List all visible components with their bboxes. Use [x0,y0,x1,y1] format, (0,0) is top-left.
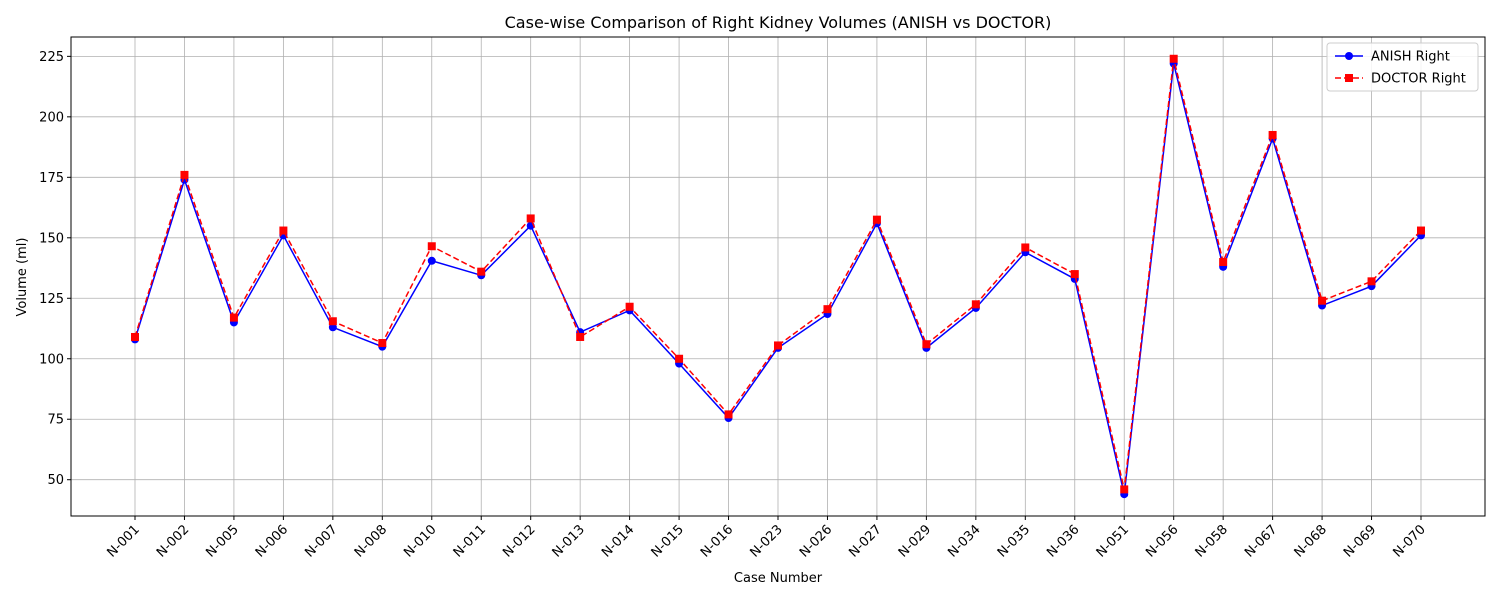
series-line [134,58,1422,490]
data-point [328,317,337,326]
x-tick-label: N-034 [945,522,983,560]
data-point [477,267,486,276]
x-tick-label: N-035 [995,522,1033,560]
x-tick-label: N-006 [253,522,291,560]
x-tick-label: N-056 [1143,522,1181,560]
x-tick-label: N-001 [104,522,142,560]
legend-marker [1345,52,1353,60]
data-point [1417,226,1425,235]
legend-label: DOCTOR Right [1371,72,1466,87]
data-point [1268,130,1277,139]
y-tick-label: 75 [47,413,64,428]
chart-title: Case-wise Comparison of Right Kidney Vol… [505,13,1052,32]
series-layer [131,54,1425,499]
x-tick-label: N-067 [1242,522,1280,560]
x-axis-label: Case Number [734,571,823,586]
legend-label: ANISH Right [1371,50,1450,65]
data-point [229,313,238,322]
x-tick-label: N-027 [846,522,884,560]
data-point [724,410,733,419]
data-point [1169,54,1178,63]
y-axis: 50 75 100 125 150 175 200 225 [39,50,71,488]
x-tick-label: N-029 [896,522,934,560]
y-axis-label: Volume (ml) [15,238,30,317]
data-point [1070,270,1079,279]
legend-marker [1345,74,1353,82]
x-tick-label: N-008 [352,522,390,560]
x-tick-label: N-023 [747,522,785,560]
data-point [1120,485,1129,494]
x-tick-label: N-007 [302,522,340,560]
data-point [1021,243,1030,252]
data-point [378,339,387,348]
legend-entry: DOCTOR Right [1335,72,1466,87]
x-tick-label: N-070 [1390,522,1428,560]
legend-entry: ANISH Right [1335,50,1450,65]
data-point [774,341,782,350]
data-point [427,256,436,265]
y-tick-label: 50 [47,473,64,488]
data-point [922,340,931,349]
x-tick-label: N-005 [203,522,241,560]
x-tick-label: N-016 [698,522,736,560]
x-tick-label: N-058 [1193,522,1231,560]
data-point [971,300,980,309]
x-tick-label: N-012 [500,522,538,560]
data-point [675,354,684,363]
data-point [180,170,189,179]
data-point [872,215,881,224]
x-tick-label: N-010 [401,522,439,560]
x-tick-label: N-069 [1341,522,1379,560]
data-point [328,323,337,332]
data-point [823,305,832,314]
data-point [1219,257,1228,266]
data-point [576,332,585,341]
y-tick-label: 225 [39,50,64,65]
data-point [427,242,436,251]
y-tick-label: 200 [39,110,64,125]
legend: ANISH Right DOCTOR Right [1326,42,1479,92]
x-tick-label: N-051 [1094,522,1132,560]
x-tick-label: N-002 [154,522,192,560]
data-point [279,226,288,235]
data-point [1318,296,1327,305]
data-point [1367,277,1376,286]
grid-lines [71,37,1485,516]
data-point [625,302,634,311]
x-tick-label: N-013 [550,522,588,560]
x-tick-label: N-026 [797,522,835,560]
x-tick-label: N-015 [649,522,687,560]
data-point [526,214,535,223]
y-tick-label: 175 [39,171,64,186]
series-doctor-right [131,54,1425,494]
legend-box [1326,42,1479,92]
y-tick-label: 125 [39,292,64,307]
x-axis: N-001 N-002 N-005 N-006 N-007 N-008 N-010 N-011… [104,516,1429,561]
x-tick-label: N-036 [1044,522,1082,560]
x-tick-label: N-011 [451,522,489,560]
y-tick-label: 100 [39,352,64,367]
data-point [131,332,139,341]
y-tick-label: 150 [39,231,64,246]
x-tick-label: N-014 [599,522,637,560]
x-tick-label: N-068 [1292,522,1330,560]
